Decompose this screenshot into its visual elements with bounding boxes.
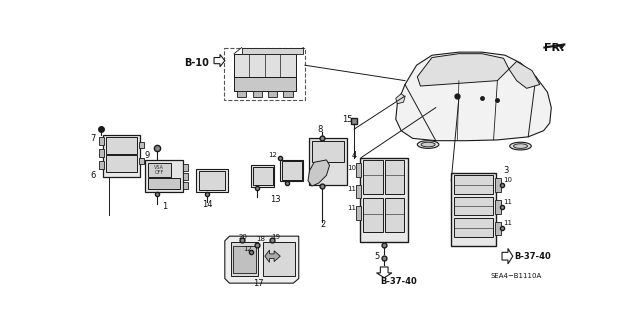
Text: B-10: B-10 <box>184 58 209 68</box>
Text: 10: 10 <box>348 165 356 171</box>
Text: 19: 19 <box>271 234 280 240</box>
Bar <box>231 242 258 276</box>
Text: 11: 11 <box>504 198 513 204</box>
Text: 9: 9 <box>144 151 149 160</box>
Text: 1: 1 <box>162 202 168 211</box>
Text: 12: 12 <box>268 152 277 158</box>
Bar <box>454 219 493 237</box>
Text: 11: 11 <box>348 205 356 211</box>
Bar <box>495 221 501 235</box>
Bar <box>106 137 137 154</box>
Bar <box>262 242 295 276</box>
Text: 6: 6 <box>90 171 95 180</box>
Bar <box>234 77 296 91</box>
Bar <box>99 149 104 157</box>
Polygon shape <box>396 94 405 104</box>
Text: 4: 4 <box>352 151 357 160</box>
Polygon shape <box>225 236 299 283</box>
Text: 3: 3 <box>504 166 509 175</box>
Bar <box>183 164 188 171</box>
Bar <box>364 160 383 194</box>
Bar <box>282 161 302 180</box>
Bar <box>308 138 348 185</box>
Text: 14: 14 <box>202 200 212 209</box>
Bar <box>183 173 188 180</box>
Text: 11: 11 <box>348 186 356 192</box>
Bar <box>360 158 408 242</box>
Bar <box>284 91 292 97</box>
Bar <box>454 175 493 194</box>
Bar <box>103 135 140 177</box>
Bar <box>364 198 383 232</box>
Bar <box>495 178 501 192</box>
Text: FR.: FR. <box>545 42 565 53</box>
Bar <box>99 137 104 145</box>
Text: 12: 12 <box>244 246 253 252</box>
Ellipse shape <box>421 142 435 147</box>
Bar <box>224 48 305 100</box>
Bar <box>99 161 104 169</box>
Text: 20: 20 <box>239 234 248 240</box>
Bar <box>495 200 501 214</box>
Bar <box>268 91 277 97</box>
Ellipse shape <box>509 142 531 150</box>
Polygon shape <box>509 61 540 88</box>
Text: 5: 5 <box>374 252 380 261</box>
Text: 7: 7 <box>90 134 95 143</box>
Bar <box>356 206 361 220</box>
Bar <box>253 91 262 97</box>
Bar <box>385 198 404 232</box>
Text: SEA4−B1110A: SEA4−B1110A <box>491 273 542 279</box>
Bar <box>280 160 303 182</box>
Bar <box>385 160 404 194</box>
Text: VSA
OFF: VSA OFF <box>154 165 164 175</box>
Bar <box>145 160 183 192</box>
Bar <box>356 163 361 177</box>
Text: 13: 13 <box>270 196 281 204</box>
Bar <box>451 173 496 246</box>
Text: 10: 10 <box>504 177 513 183</box>
Ellipse shape <box>513 144 527 148</box>
Text: 2: 2 <box>321 220 326 229</box>
Bar <box>454 197 493 215</box>
Bar <box>140 142 144 148</box>
Polygon shape <box>417 54 509 86</box>
Bar <box>106 155 137 172</box>
Bar <box>234 246 255 273</box>
Bar <box>251 165 274 187</box>
Bar <box>198 172 225 190</box>
Ellipse shape <box>417 141 439 148</box>
Polygon shape <box>265 250 280 262</box>
Bar <box>237 91 246 97</box>
Text: 8: 8 <box>317 125 323 134</box>
Text: 17: 17 <box>253 278 264 288</box>
Polygon shape <box>308 160 330 186</box>
Text: 11: 11 <box>504 220 513 226</box>
Bar <box>356 185 361 198</box>
Bar <box>234 54 296 77</box>
Bar <box>183 182 188 189</box>
Bar <box>140 158 144 164</box>
Bar <box>148 163 171 177</box>
Bar <box>242 48 303 54</box>
Text: 15: 15 <box>342 115 353 124</box>
Text: B-37-40: B-37-40 <box>515 252 551 262</box>
Bar <box>253 167 273 185</box>
Bar <box>312 141 344 162</box>
Text: B-37-40: B-37-40 <box>380 277 417 286</box>
Bar <box>148 178 180 189</box>
Polygon shape <box>396 52 551 141</box>
Bar <box>196 169 228 192</box>
Polygon shape <box>559 44 564 49</box>
Text: 18: 18 <box>256 236 265 242</box>
